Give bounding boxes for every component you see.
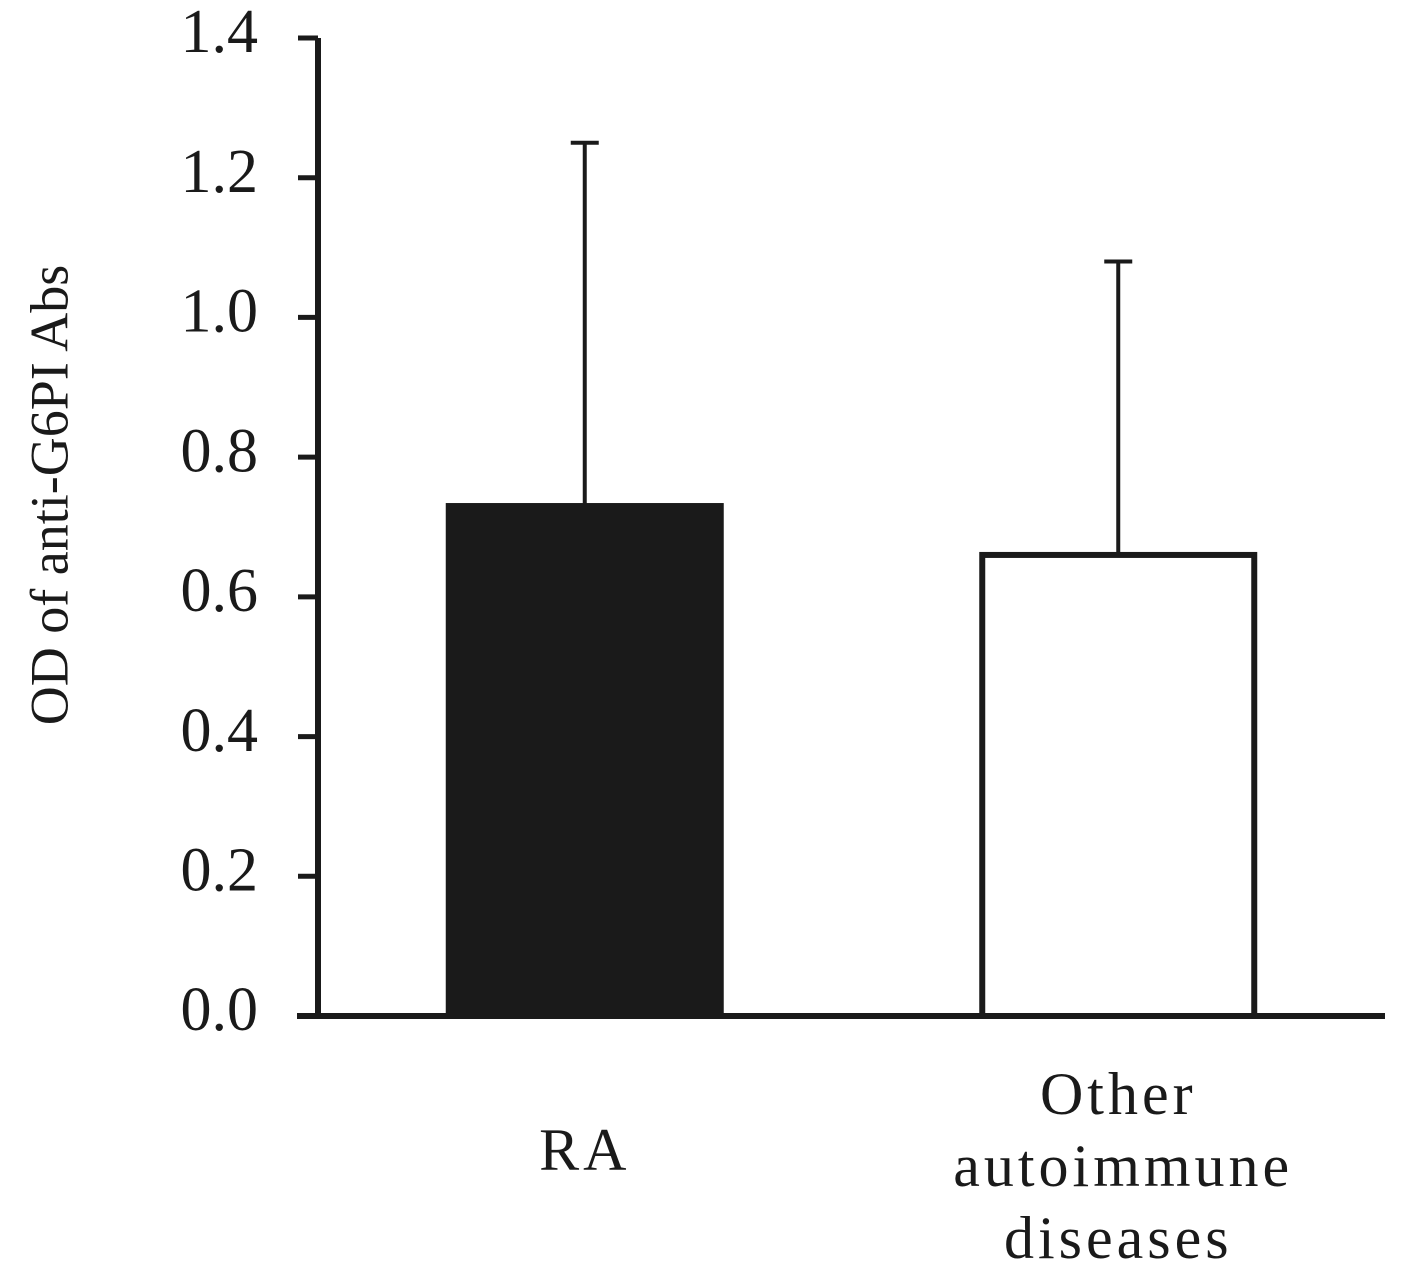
bar <box>445 503 724 1019</box>
y-tick-label: 1.2 <box>181 138 259 206</box>
y-tick-label: 1.4 <box>181 0 259 66</box>
y-tick-label: 1.0 <box>181 278 259 346</box>
y-tick-label: 0.2 <box>181 837 259 905</box>
bar <box>979 551 1258 1019</box>
y-tick-label: 0.0 <box>181 976 259 1044</box>
y-tick-label: 0.8 <box>181 417 259 485</box>
y-tick-label: 0.4 <box>181 697 259 765</box>
x-tick-label: Other autoimmune diseases <box>953 1061 1294 1271</box>
y-axis-label: OD of anti-G6PI Abs <box>19 265 79 725</box>
y-tick-label: 0.6 <box>181 557 259 625</box>
x-tick-label: RA <box>539 1117 631 1183</box>
